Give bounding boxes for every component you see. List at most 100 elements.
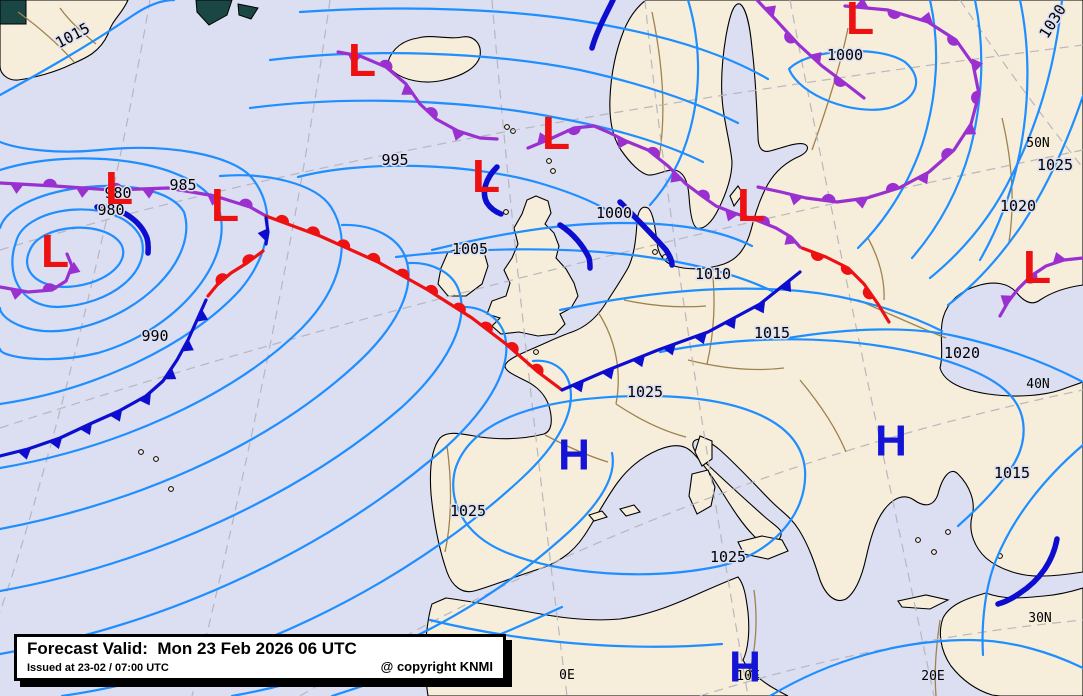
front-semicircle-mark xyxy=(531,363,544,376)
front-triangle-mark xyxy=(964,122,977,135)
front-semicircle-mark xyxy=(425,107,438,119)
small-island xyxy=(533,349,539,355)
trough-line xyxy=(481,164,504,217)
front-triangle-mark xyxy=(723,316,737,330)
high-pressure-center: H xyxy=(875,417,907,466)
isobar-1030 xyxy=(978,0,1029,262)
pressure-label: 1025 xyxy=(710,548,746,566)
graticule-label: 40N xyxy=(1026,377,1049,392)
front-semicircle-mark xyxy=(452,302,466,314)
isobar-1010 xyxy=(558,287,944,333)
country-border xyxy=(867,237,885,301)
warm-front xyxy=(206,249,265,298)
isobar-1010 xyxy=(0,261,463,593)
island xyxy=(486,195,579,337)
country-border xyxy=(706,267,715,365)
isobar xyxy=(981,443,1083,657)
pressure-label: 980 xyxy=(97,201,124,219)
isobar xyxy=(768,638,1083,696)
isobar-1025 xyxy=(946,94,1083,307)
landmass-africa-east xyxy=(939,587,1083,696)
warm-front-line xyxy=(264,214,564,392)
small-island xyxy=(652,249,658,255)
small-island xyxy=(138,449,144,455)
front-triangle-mark xyxy=(616,136,630,149)
small-island xyxy=(153,456,159,462)
front-layer xyxy=(0,0,1083,460)
front-semicircle-mark xyxy=(697,189,710,201)
island xyxy=(588,510,608,522)
small-island xyxy=(945,529,951,535)
front-triangle-mark xyxy=(809,52,822,65)
pressure-label: 1000 xyxy=(596,204,632,222)
low-pressure-center: L xyxy=(737,179,765,231)
landmass-africa-west xyxy=(424,576,789,696)
dark-terrain xyxy=(195,0,233,26)
trough-layer xyxy=(94,0,1060,607)
isobar-1000 xyxy=(0,174,343,470)
country-border xyxy=(799,379,847,453)
front-triangle-mark xyxy=(452,129,466,141)
front-semicircle-mark xyxy=(108,182,123,191)
isobar-1015 xyxy=(0,305,508,656)
front-triangle-mark xyxy=(109,409,123,422)
warm-front xyxy=(264,214,564,392)
country-border xyxy=(623,299,707,308)
trough-line xyxy=(617,199,675,268)
front-triangle-mark xyxy=(49,437,63,449)
low-pressure-center: L xyxy=(348,34,376,86)
country-border xyxy=(1001,117,1013,243)
front-semicircle-mark xyxy=(885,182,900,192)
pressure-label: 1015 xyxy=(754,324,790,342)
isobar-1015 xyxy=(658,338,1025,528)
front-triangle-mark xyxy=(207,194,221,206)
low-pressure-center: L xyxy=(41,225,69,277)
front-triangle-mark xyxy=(138,393,151,406)
front-semicircle-mark xyxy=(215,273,228,285)
front-triangle-mark xyxy=(571,380,585,393)
occluded-front xyxy=(0,178,268,218)
isobar xyxy=(910,0,983,260)
island xyxy=(437,245,489,297)
front-triangle-mark xyxy=(854,0,869,9)
occluded-front-line xyxy=(756,4,981,204)
isobar-995 xyxy=(0,140,269,406)
front-triangle-mark xyxy=(164,367,177,380)
graticule-line xyxy=(491,0,568,696)
low-pressure-center: L xyxy=(846,0,874,44)
graticule-line xyxy=(789,0,935,696)
front-semicircle-mark xyxy=(396,268,410,280)
front-triangle-mark xyxy=(662,343,676,356)
graticule-line xyxy=(191,0,331,696)
graticule-line xyxy=(0,44,1083,251)
island xyxy=(387,36,481,83)
front-triangle-mark xyxy=(971,58,984,73)
cold-front xyxy=(560,270,802,393)
isobar xyxy=(298,7,770,81)
pressure-label: 1025 xyxy=(627,383,663,401)
pressure-label: 990 xyxy=(141,327,168,345)
front-triangle-mark xyxy=(9,183,24,194)
graticule-line xyxy=(0,0,151,613)
graticule-line xyxy=(644,0,749,696)
cold-front xyxy=(0,298,209,460)
occluded-front xyxy=(756,0,984,209)
country-border xyxy=(17,11,75,63)
pressure-label: 1005 xyxy=(452,240,488,258)
front-triangle-mark xyxy=(631,355,645,368)
graticule-label: 30N xyxy=(1028,611,1051,626)
island xyxy=(694,435,713,467)
front-triangle-mark xyxy=(75,187,90,198)
front-semicircle-mark xyxy=(506,341,519,354)
front-semicircle-mark xyxy=(566,126,581,136)
small-island xyxy=(931,549,937,555)
front-triangle-mark xyxy=(141,188,156,199)
front-semicircle-mark xyxy=(947,35,961,46)
front-triangle-mark xyxy=(670,170,683,183)
country-border xyxy=(544,434,609,463)
graticule-line xyxy=(959,0,1083,169)
isobar-1000 xyxy=(430,221,754,252)
front-triangle-mark xyxy=(784,232,797,245)
